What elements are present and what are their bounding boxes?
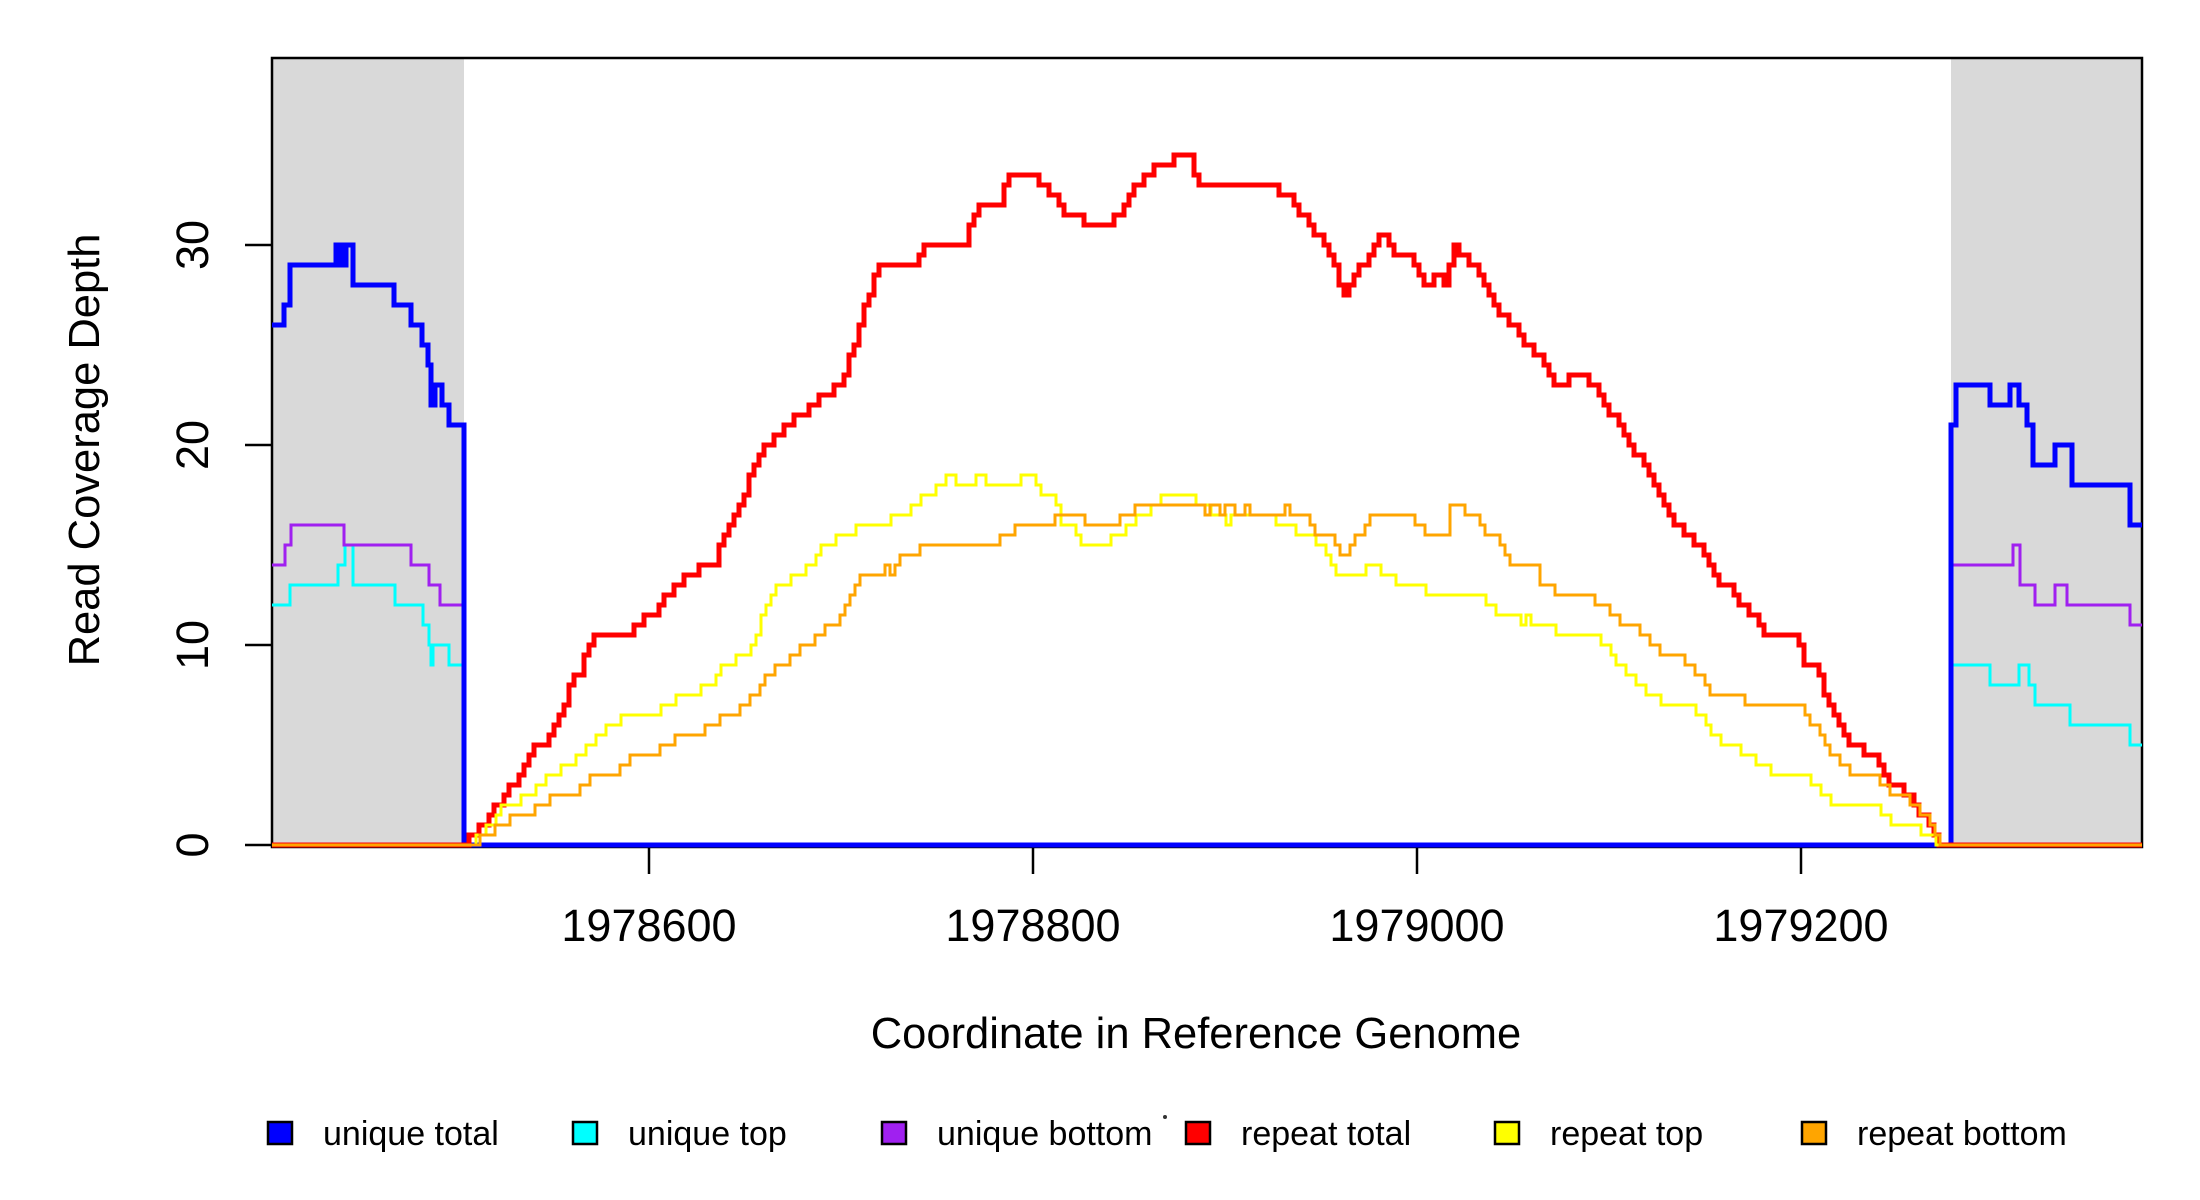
svg-text:1978600: 1978600: [561, 900, 736, 951]
svg-text:20: 20: [167, 420, 218, 470]
svg-text:unique total: unique total: [323, 1115, 499, 1153]
svg-text:1979200: 1979200: [1713, 900, 1888, 951]
svg-text:Read Coverage Depth: Read Coverage Depth: [61, 234, 109, 667]
svg-text:10: 10: [167, 620, 218, 670]
svg-text:unique top: unique top: [628, 1115, 787, 1153]
svg-text:repeat bottom: repeat bottom: [1857, 1115, 2067, 1153]
svg-text:0: 0: [167, 832, 218, 857]
svg-text:unique bottom: unique bottom: [937, 1115, 1153, 1153]
svg-text:30: 30: [167, 220, 218, 270]
svg-text:1978800: 1978800: [945, 900, 1120, 951]
svg-text:repeat top: repeat top: [1550, 1115, 1703, 1153]
svg-text:1979000: 1979000: [1329, 900, 1504, 951]
svg-text:repeat total: repeat total: [1241, 1115, 1411, 1153]
svg-text:Coordinate in Reference Genome: Coordinate in Reference Genome: [871, 1010, 1521, 1058]
